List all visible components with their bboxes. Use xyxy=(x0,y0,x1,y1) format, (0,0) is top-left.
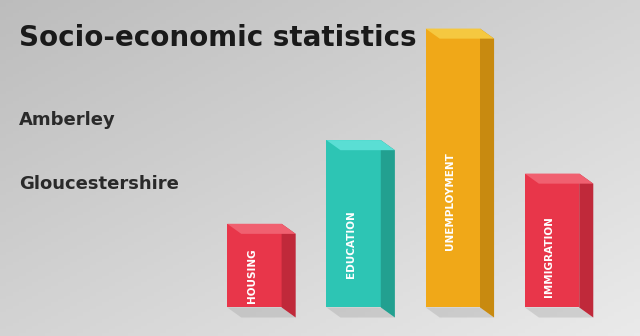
Text: Socio-economic statistics: Socio-economic statistics xyxy=(19,24,417,51)
Text: HOUSING: HOUSING xyxy=(246,248,257,303)
Text: Gloucestershire: Gloucestershire xyxy=(19,175,179,193)
Text: UNEMPLOYMENT: UNEMPLOYMENT xyxy=(445,153,455,250)
Text: IMMIGRATION: IMMIGRATION xyxy=(544,216,554,297)
Text: Amberley: Amberley xyxy=(19,111,116,129)
Text: EDUCATION: EDUCATION xyxy=(346,210,356,278)
